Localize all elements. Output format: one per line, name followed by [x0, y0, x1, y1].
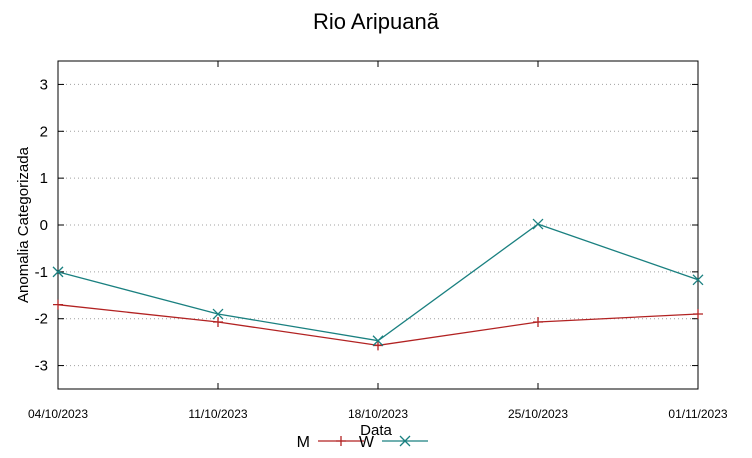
data-point: [373, 340, 383, 351]
series-line: [57, 304, 699, 347]
x-tick-label: 18/10/2023: [348, 407, 408, 421]
data-point: [212, 308, 224, 320]
legend-label: M: [297, 434, 310, 451]
x-tick-label: 01/11/2023: [668, 407, 727, 421]
x-axis-label: Data: [360, 422, 392, 439]
series-w: [52, 218, 704, 347]
series-line: [57, 223, 699, 342]
data-point: [52, 266, 64, 278]
y-axis: 3 2 1 0 -1 -2 -3: [35, 76, 698, 375]
chart-title: Rio Aripuanã: [313, 9, 440, 34]
data-point: [336, 436, 346, 446]
y-axis-label: Anomalia Categorizada: [15, 146, 32, 303]
series-lines: [52, 218, 704, 351]
grid-lines: [58, 83, 698, 367]
y-tick-label: -2: [35, 311, 48, 328]
y-tick-label: 0: [40, 217, 48, 234]
x-tick-label: 11/10/2023: [188, 407, 247, 421]
x-tick-label: 04/10/2023: [28, 407, 88, 421]
data-point: [372, 335, 384, 347]
data-point: [533, 316, 543, 327]
x-tick-label: 25/10/2023: [508, 407, 568, 421]
y-tick-label: 3: [40, 76, 48, 93]
data-point: [399, 435, 411, 447]
data-point: [532, 218, 544, 230]
x-axis: 04/10/2023 11/10/2023 18/10/2023 25/10/2023…: [28, 61, 728, 421]
data-point: [693, 309, 703, 320]
data-point: [692, 274, 704, 286]
y-tick-label: 1: [40, 170, 48, 187]
data-point: [213, 316, 223, 327]
y-tick-label: 2: [40, 123, 48, 140]
series-m: [53, 299, 703, 351]
y-tick-label: -1: [35, 264, 48, 281]
y-tick-label: -3: [35, 358, 48, 375]
data-point: [53, 299, 63, 310]
legend-label: W: [359, 434, 375, 451]
